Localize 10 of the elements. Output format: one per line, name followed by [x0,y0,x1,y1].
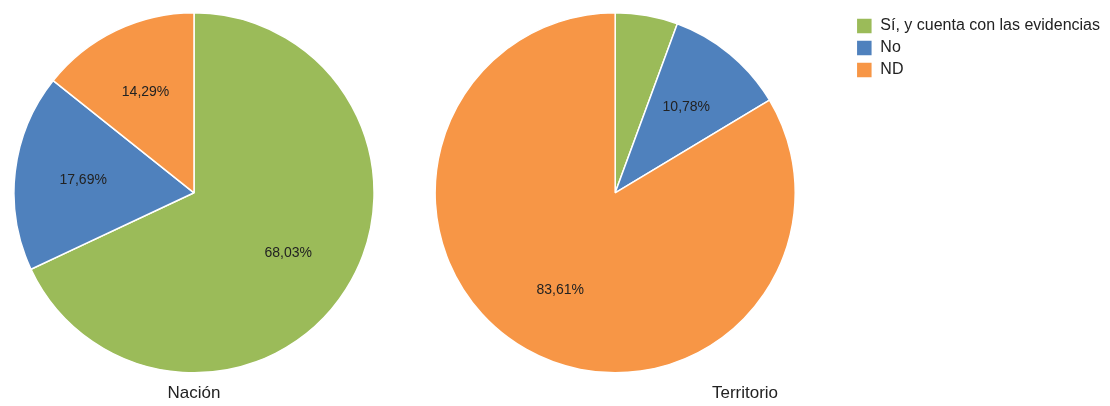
data-label: 68,03% [264,243,312,260]
text: Nación [167,383,221,403]
data-label: 17,69% [59,170,107,187]
data-label: 10,78% [662,97,711,114]
data-label: 14,29% [121,83,170,100]
legend-label: Sí, y cuenta con las evidencias [880,16,1101,34]
data-label: 83,61% [536,280,584,297]
text: Territorio [711,383,779,403]
legend-label: ND [880,60,904,78]
legend-label: No [880,38,901,56]
